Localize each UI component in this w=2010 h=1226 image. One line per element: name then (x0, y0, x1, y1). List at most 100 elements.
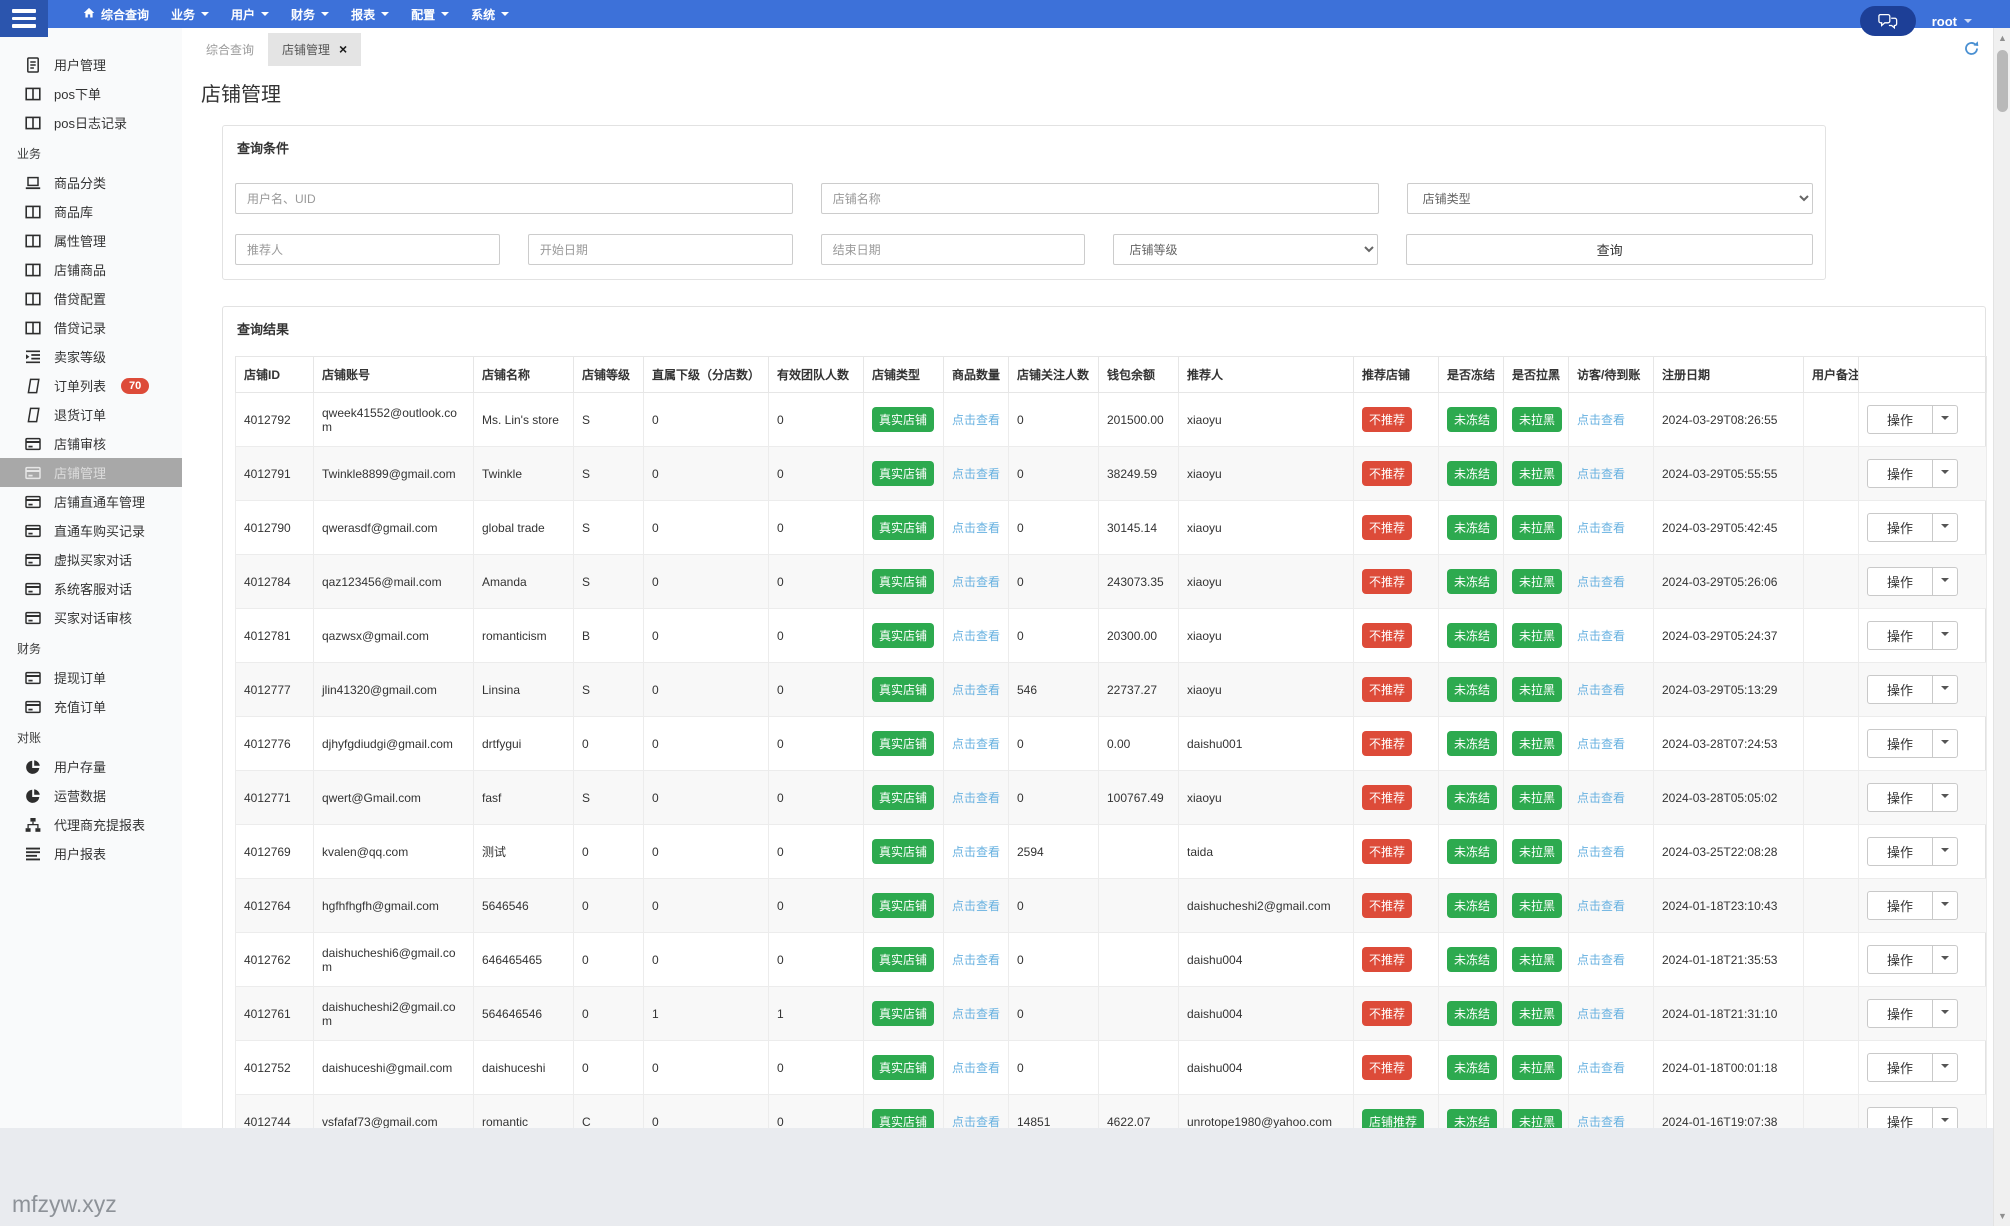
action-dropdown-toggle[interactable] (1933, 946, 1957, 973)
sidebar-item-买家对话审核[interactable]: 买家对话审核 (0, 603, 182, 632)
refresh-icon[interactable] (1963, 40, 1981, 58)
action-button[interactable]: 操作 (1868, 514, 1934, 541)
sidebar-item-店铺商品[interactable]: 店铺商品 (0, 255, 182, 284)
action-dropdown-toggle[interactable] (1933, 1108, 1957, 1128)
action-button[interactable]: 操作 (1868, 892, 1934, 919)
nav-item-4[interactable]: 财务 (280, 0, 340, 28)
action-button[interactable]: 操作 (1868, 838, 1934, 865)
action-button[interactable]: 操作 (1868, 676, 1934, 703)
chat-button[interactable] (1859, 6, 1916, 36)
sidebar-item-运营数据[interactable]: 运营数据 (0, 781, 182, 810)
action-dropdown-toggle[interactable] (1933, 676, 1957, 703)
action-button[interactable]: 操作 (1868, 406, 1934, 433)
sidebar-item-商品分类[interactable]: 商品分类 (0, 168, 182, 197)
action-dropdown-toggle[interactable] (1933, 838, 1957, 865)
referrer-input[interactable] (235, 234, 500, 265)
sidebar-item-直通车购买记录[interactable]: 直通车购买记录 (0, 516, 182, 545)
view-visitors-link[interactable]: 点击查看 (1577, 521, 1626, 535)
action-dropdown-toggle[interactable] (1933, 784, 1957, 811)
action-button[interactable]: 操作 (1868, 730, 1934, 757)
shop-name-input[interactable] (820, 183, 1379, 214)
sidebar-item-用户存量[interactable]: 用户存量 (0, 752, 182, 781)
start-date-input[interactable] (527, 234, 793, 265)
view-goods-link[interactable]: 点击查看 (952, 575, 1001, 589)
view-goods-link[interactable]: 点击查看 (952, 629, 1001, 643)
view-goods-link[interactable]: 点击查看 (952, 737, 1001, 751)
shop-level-select[interactable]: 店铺等级 (1113, 234, 1379, 265)
action-button[interactable]: 操作 (1868, 1054, 1934, 1081)
view-goods-link[interactable]: 点击查看 (952, 845, 1001, 859)
action-dropdown-toggle[interactable] (1933, 460, 1957, 487)
sidebar-item-充值订单[interactable]: 充值订单 (0, 692, 182, 721)
view-visitors-link[interactable]: 点击查看 (1577, 791, 1626, 805)
view-visitors-link[interactable]: 点击查看 (1577, 953, 1626, 967)
action-button[interactable]: 操作 (1868, 1108, 1934, 1128)
nav-item-3[interactable]: 用户 (220, 0, 280, 28)
nav-item-7[interactable]: 系统 (460, 0, 520, 28)
view-goods-link[interactable]: 点击查看 (952, 467, 1001, 481)
sidebar-item-用户报表[interactable]: 用户报表 (0, 839, 182, 868)
view-visitors-link[interactable]: 点击查看 (1577, 845, 1626, 859)
action-dropdown-toggle[interactable] (1933, 1054, 1957, 1081)
hamburger-menu-button[interactable] (0, 0, 48, 37)
view-visitors-link[interactable]: 点击查看 (1577, 683, 1626, 697)
view-goods-link[interactable]: 点击查看 (952, 953, 1001, 967)
sidebar-item-系统客服对话[interactable]: 系统客服对话 (0, 574, 182, 603)
scroll-down-icon[interactable]: ▼ (1998, 1211, 2007, 1221)
action-dropdown-toggle[interactable] (1933, 514, 1957, 541)
sidebar-item-pos日志记录[interactable]: pos日志记录 (0, 108, 182, 137)
view-visitors-link[interactable]: 点击查看 (1577, 1007, 1626, 1021)
search-button[interactable]: 查询 (1406, 234, 1814, 265)
username-uid-input[interactable] (235, 183, 793, 214)
end-date-input[interactable] (820, 234, 1086, 265)
scroll-up-icon[interactable]: ▲ (1998, 33, 2007, 43)
vertical-scrollbar[interactable]: ▲ ▼ (1993, 28, 2010, 1226)
view-visitors-link[interactable]: 点击查看 (1577, 629, 1626, 643)
user-menu[interactable]: root (1932, 14, 1972, 29)
nav-item-6[interactable]: 配置 (400, 0, 460, 28)
view-goods-link[interactable]: 点击查看 (952, 791, 1001, 805)
shop-type-select[interactable]: 店铺类型 (1406, 183, 1814, 214)
view-visitors-link[interactable]: 点击查看 (1577, 1115, 1626, 1128)
scrollbar-thumb[interactable] (1997, 50, 2008, 112)
view-visitors-link[interactable]: 点击查看 (1577, 413, 1626, 427)
nav-item-1[interactable]: 综合查询 (72, 0, 160, 28)
action-button[interactable]: 操作 (1868, 1000, 1934, 1027)
sidebar-item-pos下单[interactable]: pos下单 (0, 79, 182, 108)
sidebar-item-店铺管理[interactable]: 店铺管理 (0, 458, 182, 487)
action-button[interactable]: 操作 (1868, 784, 1934, 811)
view-goods-link[interactable]: 点击查看 (952, 683, 1001, 697)
action-button[interactable]: 操作 (1868, 622, 1934, 649)
sidebar-item-订单列表[interactable]: 订单列表 70 (0, 371, 182, 400)
close-icon[interactable]: × (339, 41, 348, 57)
sidebar-item-商品库[interactable]: 商品库 (0, 197, 182, 226)
view-visitors-link[interactable]: 点击查看 (1577, 1061, 1626, 1075)
view-goods-link[interactable]: 点击查看 (952, 1061, 1001, 1075)
action-dropdown-toggle[interactable] (1933, 406, 1957, 433)
nav-item-5[interactable]: 报表 (340, 0, 400, 28)
sidebar-item-属性管理[interactable]: 属性管理 (0, 226, 182, 255)
action-dropdown-toggle[interactable] (1933, 730, 1957, 757)
action-button[interactable]: 操作 (1868, 946, 1934, 973)
action-dropdown-toggle[interactable] (1933, 892, 1957, 919)
sidebar-item-用户管理[interactable]: 用户管理 (0, 50, 182, 79)
view-goods-link[interactable]: 点击查看 (952, 413, 1001, 427)
sidebar-item-虚拟买家对话[interactable]: 虚拟买家对话 (0, 545, 182, 574)
view-goods-link[interactable]: 点击查看 (952, 1007, 1001, 1021)
view-visitors-link[interactable]: 点击查看 (1577, 737, 1626, 751)
view-visitors-link[interactable]: 点击查看 (1577, 899, 1626, 913)
view-visitors-link[interactable]: 点击查看 (1577, 467, 1626, 481)
tab-summary-query[interactable]: 综合查询 (206, 42, 255, 57)
action-dropdown-toggle[interactable] (1933, 568, 1957, 595)
action-button[interactable]: 操作 (1868, 568, 1934, 595)
action-dropdown-toggle[interactable] (1933, 622, 1957, 649)
tab-shop-management[interactable]: 店铺管理 × (268, 32, 362, 66)
sidebar-item-退货订单[interactable]: 退货订单 (0, 400, 182, 429)
sidebar-item-代理商充提报表[interactable]: 代理商充提报表 (0, 810, 182, 839)
view-visitors-link[interactable]: 点击查看 (1577, 575, 1626, 589)
sidebar-item-卖家等级[interactable]: 卖家等级 (0, 342, 182, 371)
action-button[interactable]: 操作 (1868, 460, 1934, 487)
sidebar-item-店铺审核[interactable]: 店铺审核 (0, 429, 182, 458)
sidebar-item-借贷配置[interactable]: 借贷配置 (0, 284, 182, 313)
view-goods-link[interactable]: 点击查看 (952, 521, 1001, 535)
